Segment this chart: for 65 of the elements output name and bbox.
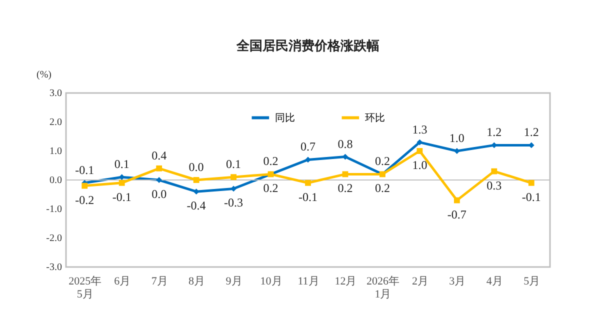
y-tick-label: 3.0 [50,88,62,99]
point [193,177,200,183]
x-tick-label: 3月 [449,276,466,288]
point [305,156,311,163]
x-tick-label: 2月 [412,276,428,288]
y-tick-label: 1.0 [50,146,62,157]
x-tick-label: 8月 [188,276,206,288]
point [416,148,423,154]
point [528,180,534,186]
data-label: -0.7 [447,207,466,222]
data-label: 1.2 [486,125,502,140]
x-tick-label: 2025年 5月 [68,276,102,300]
point [230,174,236,180]
point [342,171,348,178]
y-tick-label: 0.0 [50,175,62,186]
data-label: 0.2 [374,154,390,168]
data-label: -0.1 [522,190,541,204]
data-label: -0.1 [112,190,132,204]
data-label: 0.2 [263,181,278,196]
point [454,197,460,204]
data-label: 0.0 [188,160,204,174]
point [156,177,162,183]
x-tick-label: 12月 [334,276,357,288]
data-label: -0.3 [224,196,244,210]
point [230,186,236,192]
point [156,165,162,172]
y-axis-title: (%) [36,70,52,80]
data-label: -0.1 [298,190,318,204]
data-label: 0.1 [114,157,130,172]
chart-title: 全国居民消费价格涨跌幅 [236,39,380,54]
x-tick-label: 5月 [524,276,540,288]
data-label: 0.2 [338,181,353,196]
data-label: -0.4 [186,198,206,213]
data-label: 1.2 [524,125,539,140]
x-tick-label: 4月 [486,276,503,288]
data-label: -0.2 [75,192,94,207]
y-tick-label: -2.0 [46,233,62,244]
data-label: 0.3 [486,178,502,192]
y-tick-label: 2.0 [50,117,62,128]
point [491,168,498,174]
data-label: 1.0 [449,131,464,145]
data-label: 1.3 [412,122,428,136]
data-label: 0.0 [152,187,167,201]
data-label: 0.8 [338,136,353,151]
data-label: 1.0 [412,158,428,172]
x-tick-label: 10月 [260,276,282,288]
x-tick-label: 7月 [151,276,168,288]
data-label: 0.2 [263,154,278,168]
x-tick-label: 6月 [114,276,131,288]
point [118,180,125,186]
point [416,139,423,146]
y-tick-label: -1.0 [46,204,62,215]
legend-label: 环比 [364,112,385,124]
x-tick-label: 11月 [298,276,320,288]
data-label: 0.2 [374,181,390,196]
point [305,180,311,186]
data-label: 0.4 [152,148,167,162]
legend-label: 同比 [274,112,295,124]
data-label: 0.1 [226,157,242,172]
point [82,182,88,189]
x-tick-label: 2026年 1月 [366,276,400,300]
data-label: 0.7 [300,140,316,154]
x-tick-label: 9月 [226,276,242,288]
data-label: -0.1 [75,162,94,177]
y-tick-label: -3.0 [46,262,62,273]
